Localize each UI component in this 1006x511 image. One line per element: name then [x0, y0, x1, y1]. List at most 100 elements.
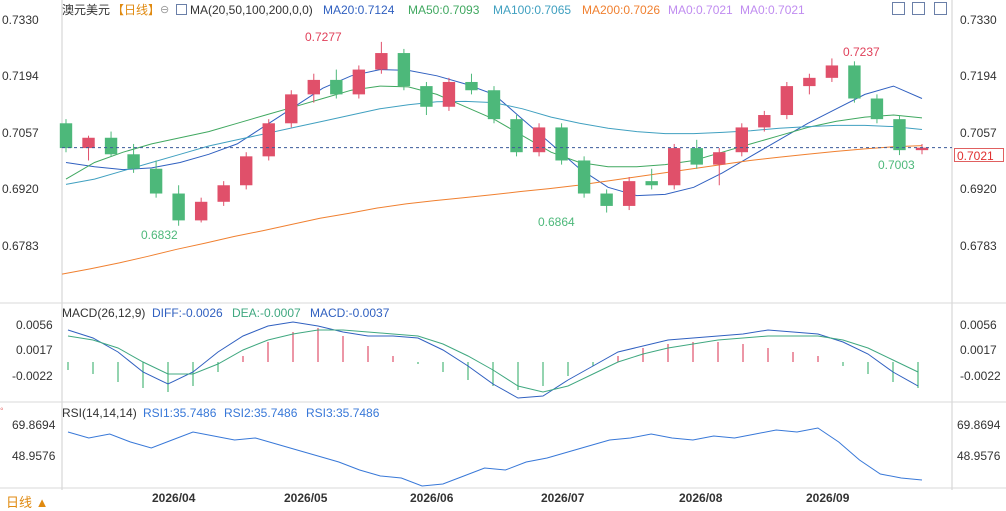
macd-value: MACD:-0.0037 — [310, 306, 390, 320]
rsi-tick: 48.9576 — [957, 449, 1001, 463]
date-tick: 2026/08 — [679, 491, 723, 505]
candle-body — [735, 127, 748, 153]
low-annotation: 0.6832 — [141, 228, 178, 242]
rsi-tick-left: 69.8694 — [12, 418, 56, 432]
candle-body — [172, 193, 185, 221]
candle-body — [690, 148, 703, 165]
macd-tick: -0.0022 — [960, 369, 1001, 383]
ma-params: MA(20,50,100,200,0,0) — [190, 3, 313, 17]
macd-dea-line — [67, 329, 919, 393]
pane-marker-icon: ◦ — [0, 404, 4, 415]
candle-body — [240, 156, 253, 186]
high-annotation: 0.7277 — [305, 30, 342, 44]
price-tick-left: 0.7330 — [2, 13, 39, 27]
candle-body — [487, 90, 501, 120]
ma0-value-b: MA0:0.7021 — [740, 3, 805, 17]
candle-body — [262, 123, 275, 157]
candle-body — [285, 94, 298, 124]
ma100-value: MA100:0.7065 — [493, 3, 572, 17]
candle-body — [645, 181, 658, 186]
macd-tick-left: -0.0022 — [12, 369, 53, 383]
price-tick: 0.7330 — [960, 13, 997, 27]
symbol-name: 澳元美元 — [62, 3, 111, 17]
date-tick: 2026/09 — [806, 491, 850, 505]
high-annotation: 0.7237 — [843, 45, 880, 59]
macd-tick: 0.0056 — [960, 318, 997, 332]
price-tick: 0.7057 — [960, 126, 997, 140]
candle-body — [803, 77, 816, 87]
date-tick: 2026/06 — [410, 491, 454, 505]
candle-body — [848, 65, 861, 99]
macd-tick-left: 0.0017 — [16, 343, 53, 357]
candle-body — [555, 127, 568, 161]
price-tick: 0.6783 — [960, 239, 997, 253]
candle-body — [149, 168, 163, 194]
date-tick: 2026/04 — [152, 491, 196, 505]
ma-toggle-icon[interactable] — [176, 4, 187, 15]
rsi3-value: RSI3:35.7486 — [306, 406, 380, 420]
macd-label: MACD(26,12,9) — [62, 306, 146, 320]
candle-body — [870, 98, 884, 120]
candle-body — [104, 137, 118, 155]
candle-body — [194, 201, 208, 221]
ma-line-ma200 — [61, 145, 923, 275]
candle-body — [127, 154, 140, 169]
candle-body — [915, 147, 929, 151]
candle-body — [375, 53, 388, 70]
candle-body — [420, 86, 433, 107]
candle-body — [577, 160, 591, 194]
price-tick-left: 0.7194 — [2, 69, 39, 83]
candle-body — [352, 69, 366, 95]
low-annotation: 0.7003 — [878, 158, 915, 172]
rsi-label: RSI(14,14,14) — [62, 406, 137, 420]
price-tick: 0.7194 — [960, 69, 997, 83]
date-tick: 2026/05 — [284, 491, 328, 505]
ma50-value: MA50:0.7093 — [408, 3, 480, 17]
candle-body — [397, 53, 411, 87]
rsi-tick: 69.8694 — [957, 418, 1001, 432]
candle-body — [668, 148, 681, 186]
macd-tick: 0.0017 — [960, 343, 997, 357]
candle-body — [780, 86, 794, 116]
rsi2-value: RSI2:35.7486 — [224, 406, 298, 420]
low-annotation: 0.6864 — [538, 215, 575, 229]
candle-body — [330, 79, 343, 95]
candle-body — [465, 81, 478, 91]
move-icon[interactable] — [892, 2, 905, 15]
candle-body — [307, 79, 320, 95]
restore-icon[interactable] — [934, 2, 947, 15]
price-tick: 0.6920 — [960, 182, 997, 196]
candle-body — [532, 127, 546, 153]
candle-body — [82, 137, 95, 149]
candle-body — [59, 123, 73, 149]
period-switch-button[interactable]: 日线 ▲ — [6, 495, 49, 510]
period-tag[interactable]: 【日线】 — [112, 3, 161, 17]
macd-dea: DEA:-0.0007 — [232, 306, 301, 320]
candle-body — [600, 193, 613, 206]
ma200-value: MA200:0.7026 — [582, 3, 661, 17]
candle-body — [442, 81, 456, 107]
macd-diff: DIFF:-0.0026 — [152, 306, 223, 320]
candle-body — [510, 119, 523, 153]
macd-tick-left: 0.0056 — [16, 318, 53, 332]
settings-icon[interactable]: ⊖ — [160, 4, 170, 16]
candle-body — [758, 115, 771, 128]
candle-body — [713, 152, 726, 165]
current-price-tag: 0.7021 — [954, 148, 1004, 163]
fullscreen-icon[interactable] — [912, 2, 925, 15]
candle-body — [217, 185, 230, 202]
rsi-tick-left: 48.9576 — [12, 449, 56, 463]
candle-body — [622, 181, 636, 206]
price-tick-left: 0.6783 — [2, 239, 39, 253]
candle-body — [825, 65, 839, 78]
candle-body — [893, 119, 906, 151]
price-tick-left: 0.7057 — [2, 126, 39, 140]
date-tick: 2026/07 — [541, 491, 585, 505]
ma20-value: MA20:0.7124 — [323, 3, 395, 17]
rsi1-value: RSI1:35.7486 — [143, 406, 217, 420]
macd-diff-line — [67, 321, 919, 399]
ma0-value-a: MA0:0.7021 — [668, 3, 733, 17]
rsi-line — [67, 427, 923, 487]
